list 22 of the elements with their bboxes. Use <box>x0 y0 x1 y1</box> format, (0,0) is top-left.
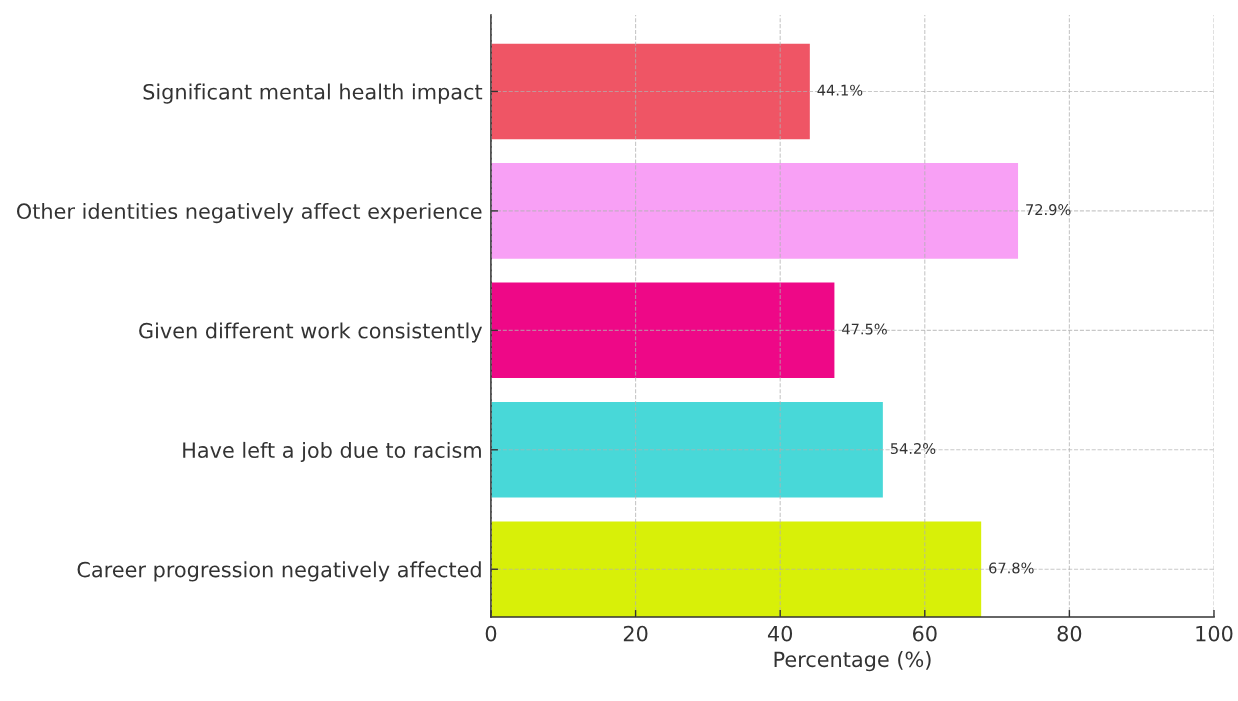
x-axis-title: Percentage (%) <box>774 651 931 672</box>
y-tick-label: Significant mental health impact <box>143 83 483 104</box>
data-label: 67.8% <box>989 562 1034 574</box>
y-tick-label: Have left a job due to racism <box>183 441 481 463</box>
data-label: 44.1% <box>817 84 863 96</box>
data-label: 54.2% <box>890 442 936 455</box>
y-tick-label: Career progression negatively affected <box>77 561 481 582</box>
bar <box>490 163 1019 259</box>
x-tick-label: 100 <box>1196 625 1233 642</box>
bar <box>490 521 982 618</box>
x-tick-label: 40 <box>767 625 793 642</box>
bar <box>490 43 810 140</box>
x-tick-label: 80 <box>1057 625 1082 642</box>
x-tick-label: 20 <box>623 625 648 642</box>
y-tick-label: Given different work consistently <box>139 322 483 343</box>
y-tick-label: Other identities negatively affect experience <box>16 202 482 224</box>
data-label: 72.9% <box>1026 204 1071 216</box>
data-label: 47.5% <box>842 323 887 335</box>
bar <box>490 282 835 379</box>
bar <box>490 402 883 498</box>
x-tick-label: 60 <box>912 625 937 642</box>
x-tick-label: 0 <box>485 625 497 642</box>
